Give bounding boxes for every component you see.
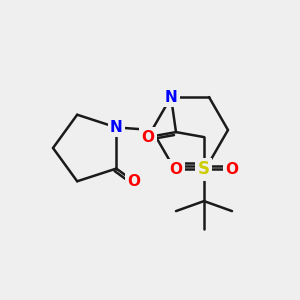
Text: O: O bbox=[226, 162, 238, 177]
Text: N: N bbox=[110, 120, 123, 135]
Text: O: O bbox=[128, 174, 141, 189]
Text: O: O bbox=[142, 130, 154, 145]
Text: N: N bbox=[165, 90, 177, 105]
Text: O: O bbox=[169, 162, 182, 177]
Text: S: S bbox=[198, 160, 210, 178]
